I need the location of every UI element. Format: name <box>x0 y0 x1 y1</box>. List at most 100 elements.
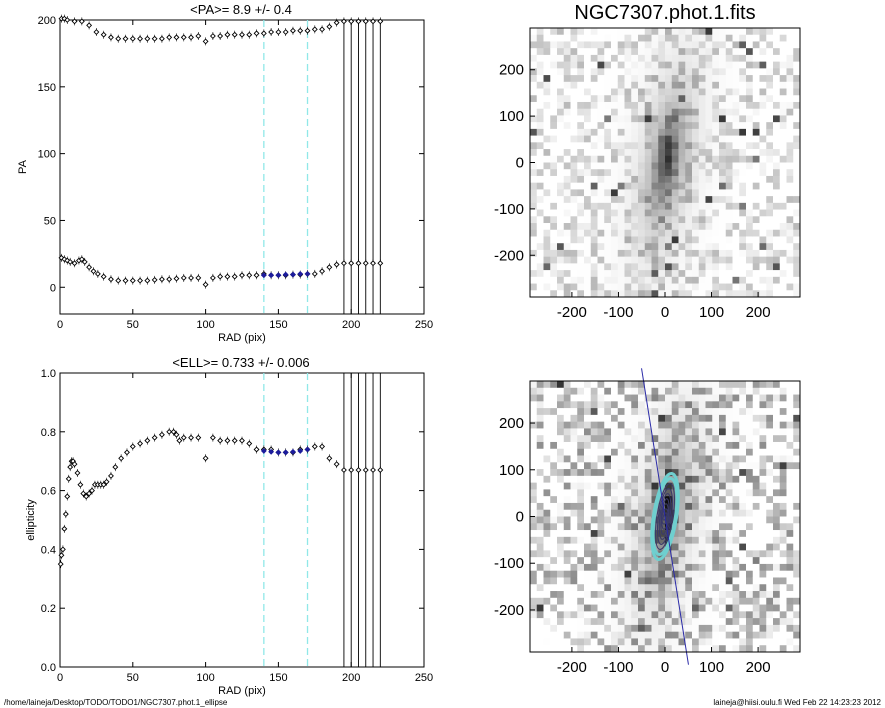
data-point-1-9 <box>115 35 122 42</box>
y-tick-label-0: 0 <box>50 282 56 294</box>
data-point-1-17 <box>173 34 180 41</box>
data-point-0-28 <box>144 437 151 444</box>
data-point-0-58 <box>348 467 355 473</box>
y-tick-label-1: -100 <box>494 201 524 218</box>
data-point-0-21 <box>103 478 110 485</box>
footer-file-path: /home/laineja/Desktop/TODO/TODO1/NGC7307… <box>4 698 228 707</box>
data-point-1-18 <box>180 34 187 41</box>
x-tick-label-1: 50 <box>127 319 139 331</box>
highlight-point-3 <box>282 271 289 278</box>
data-point-0-25 <box>124 449 130 456</box>
highlight-point-1 <box>268 272 275 279</box>
data-point-0-29 <box>151 434 158 441</box>
x-tick-label-2: 100 <box>196 319 214 331</box>
ell-title: <ELL>= 0.733 +/- 0.006 <box>172 355 309 370</box>
data-point-0-27 <box>217 273 224 280</box>
data-point-1-35 <box>304 27 311 34</box>
data-point-0-11 <box>74 470 81 476</box>
data-point-1-28 <box>253 30 260 37</box>
data-point-1-25 <box>231 31 238 38</box>
data-point-1-5 <box>86 22 93 29</box>
data-point-1-27 <box>246 31 253 38</box>
data-point-0-20 <box>100 481 107 488</box>
data-point-1-38 <box>326 23 333 30</box>
x-tick-label-4: 200 <box>746 304 771 321</box>
x-tick-label-0: 0 <box>57 672 63 684</box>
data-point-1-11 <box>129 35 136 42</box>
image-axis-ticks: -200 -100 0 100 200 -200 -100 0 100 200 <box>494 62 771 321</box>
data-point-0-56 <box>333 461 340 468</box>
data-point-0-9 <box>90 268 97 275</box>
data-point-0-32 <box>170 428 177 435</box>
data-point-0-60 <box>362 467 369 473</box>
highlight-point-4 <box>290 271 296 278</box>
data-point-0-40 <box>311 270 318 277</box>
data-point-1-7 <box>100 31 107 38</box>
data-point-0-25 <box>202 281 209 288</box>
data-point-0-24 <box>118 455 125 462</box>
data-point-0-3 <box>67 258 74 265</box>
data-point-0-12 <box>77 481 84 488</box>
isophote-7 <box>661 508 669 525</box>
data-point-1-21 <box>202 38 209 45</box>
data-point-0-20 <box>166 276 173 283</box>
data-point-0-10 <box>71 461 78 468</box>
data-point-0-46 <box>355 260 362 267</box>
x-tick-label-2: 100 <box>196 672 214 684</box>
data-point-0-18 <box>151 276 158 283</box>
y-tick-label-2: 0.4 <box>41 544 56 556</box>
galaxy-image-panel: NGC7307.phot.1.fits -200 -100 0 100 200-200-… <box>494 2 801 321</box>
y-tick-label-4: 200 <box>499 62 524 79</box>
data-point-0-27 <box>137 440 144 447</box>
data-point-0-21 <box>173 275 180 282</box>
x-tick-label-0: -200 <box>557 304 587 321</box>
highlight-point-0 <box>260 272 267 279</box>
data-point-0-10 <box>94 270 101 277</box>
data-point-0-57 <box>340 467 347 473</box>
data-point-0-11 <box>100 273 107 280</box>
data-point-0-16 <box>89 487 95 494</box>
y-tick-label-0: 0.0 <box>41 662 56 674</box>
data-point-1-31 <box>275 29 282 35</box>
data-point-0-14 <box>83 493 90 500</box>
x-tick-label-1: -100 <box>603 304 633 321</box>
data-point-1-10 <box>122 35 129 42</box>
data-point-0-4 <box>71 260 78 267</box>
pa-dashed-lines <box>263 20 309 314</box>
isophote-3 <box>656 488 674 545</box>
data-point-0-61 <box>370 467 376 473</box>
data-point-0-47 <box>362 260 369 267</box>
data-point-0-30 <box>158 431 165 438</box>
data-point-0-38 <box>202 455 209 462</box>
isophote-4 <box>658 493 672 540</box>
pa-data-points <box>58 14 384 289</box>
y-tick-label-2: 100 <box>38 149 56 161</box>
data-point-0-45 <box>253 446 260 453</box>
data-point-1-36 <box>311 26 318 33</box>
y-tick-label-3: 100 <box>499 462 524 479</box>
data-point-0-59 <box>355 467 362 473</box>
y-tick-label-1: -100 <box>494 555 524 572</box>
y-tick-label-1: 50 <box>44 215 56 227</box>
data-point-0-13 <box>115 277 122 284</box>
data-point-0-22 <box>108 472 114 479</box>
data-point-1-4 <box>78 18 85 25</box>
data-point-1-23 <box>217 33 224 39</box>
data-point-0-22 <box>180 274 187 281</box>
data-point-0-2 <box>59 546 66 553</box>
data-point-0-41 <box>224 437 231 444</box>
data-point-1-6 <box>93 29 100 35</box>
data-point-0-7 <box>67 464 74 471</box>
isophote-ellipses <box>650 471 680 562</box>
galaxy-image <box>530 28 801 298</box>
data-point-1-33 <box>290 27 296 34</box>
data-point-1-45 <box>377 18 384 25</box>
x-tick-label-4: 200 <box>746 659 771 676</box>
data-point-0-17 <box>144 277 151 284</box>
x-tick-label-3: 150 <box>269 319 287 331</box>
isophote-2 <box>654 483 676 550</box>
data-point-1-20 <box>195 33 202 39</box>
data-point-1-2 <box>64 17 71 23</box>
highlight-point-2 <box>275 272 282 279</box>
isophote-5 <box>660 498 670 535</box>
